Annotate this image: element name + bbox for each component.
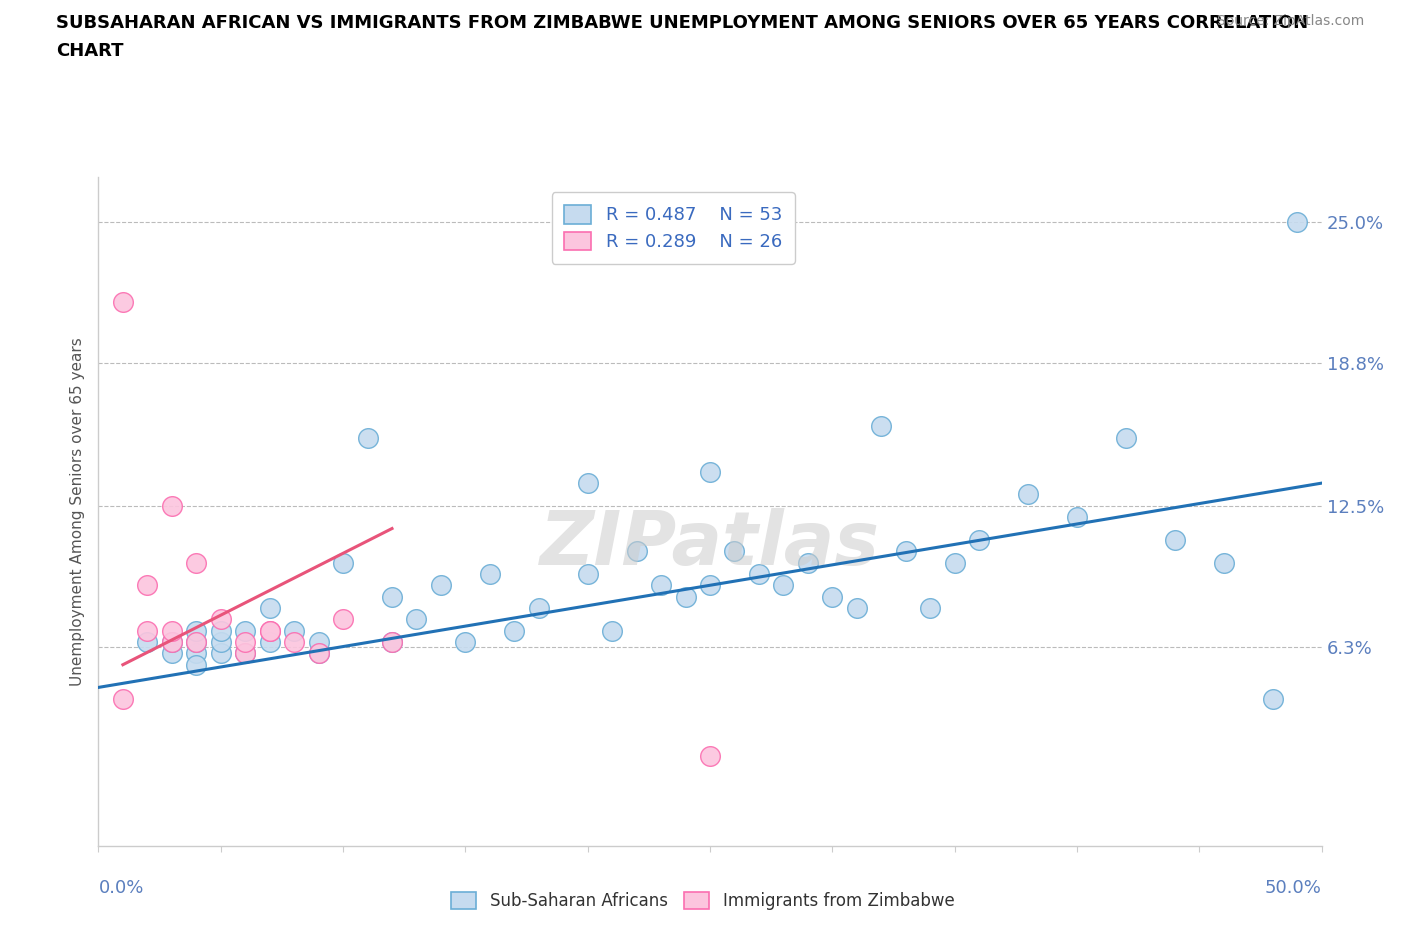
Point — [1164, 533, 1187, 548]
Point — [233, 646, 256, 661]
Point — [381, 634, 404, 649]
Point — [160, 498, 183, 513]
Legend: R = 0.487    N = 53, R = 0.289    N = 26: R = 0.487 N = 53, R = 0.289 N = 26 — [551, 193, 794, 263]
Point — [1286, 215, 1309, 230]
Point — [943, 555, 966, 570]
Point — [797, 555, 820, 570]
Text: Source: ZipAtlas.com: Source: ZipAtlas.com — [1216, 14, 1364, 28]
Point — [1066, 510, 1088, 525]
Point — [1115, 431, 1137, 445]
Point — [600, 623, 623, 638]
Point — [308, 646, 330, 661]
Point — [233, 623, 256, 638]
Point — [160, 634, 183, 649]
Point — [259, 623, 281, 638]
Point — [136, 578, 159, 592]
Point — [626, 544, 648, 559]
Point — [186, 634, 208, 649]
Point — [1017, 487, 1039, 502]
Point — [699, 748, 721, 763]
Point — [233, 646, 256, 661]
Point — [748, 566, 770, 581]
Y-axis label: Unemployment Among Seniors over 65 years: Unemployment Among Seniors over 65 years — [70, 338, 86, 686]
Point — [332, 612, 354, 627]
Point — [723, 544, 745, 559]
Point — [308, 646, 330, 661]
Point — [381, 634, 404, 649]
Point — [136, 634, 159, 649]
Point — [430, 578, 453, 592]
Point — [821, 590, 844, 604]
Point — [454, 634, 477, 649]
Point — [650, 578, 672, 592]
Point — [209, 612, 232, 627]
Point — [283, 623, 305, 638]
Point — [259, 623, 281, 638]
Point — [233, 634, 256, 649]
Text: CHART: CHART — [56, 42, 124, 60]
Point — [894, 544, 917, 559]
Point — [136, 623, 159, 638]
Point — [283, 634, 305, 649]
Point — [405, 612, 427, 627]
Point — [699, 464, 721, 479]
Point — [381, 590, 404, 604]
Point — [160, 634, 183, 649]
Point — [1212, 555, 1234, 570]
Point — [209, 646, 232, 661]
Text: 50.0%: 50.0% — [1265, 879, 1322, 897]
Point — [259, 634, 281, 649]
Point — [160, 623, 183, 638]
Point — [186, 634, 208, 649]
Point — [675, 590, 697, 604]
Point — [845, 601, 868, 616]
Point — [209, 623, 232, 638]
Point — [332, 555, 354, 570]
Point — [772, 578, 794, 592]
Text: SUBSAHARAN AFRICAN VS IMMIGRANTS FROM ZIMBABWE UNEMPLOYMENT AMONG SENIORS OVER 6: SUBSAHARAN AFRICAN VS IMMIGRANTS FROM ZI… — [56, 14, 1309, 32]
Point — [699, 578, 721, 592]
Point — [160, 646, 183, 661]
Point — [503, 623, 526, 638]
Point — [209, 634, 232, 649]
Point — [111, 294, 134, 309]
Point — [186, 555, 208, 570]
Point — [870, 418, 893, 433]
Point — [967, 533, 990, 548]
Point — [478, 566, 501, 581]
Point — [308, 634, 330, 649]
Text: 0.0%: 0.0% — [98, 879, 143, 897]
Point — [259, 601, 281, 616]
Text: ZIPatlas: ZIPatlas — [540, 509, 880, 581]
Point — [186, 623, 208, 638]
Point — [186, 646, 208, 661]
Point — [186, 658, 208, 672]
Point — [576, 475, 599, 490]
Point — [576, 566, 599, 581]
Point — [527, 601, 550, 616]
Point — [356, 431, 378, 445]
Point — [111, 691, 134, 706]
Point — [920, 601, 942, 616]
Legend: Sub-Saharan Africans, Immigrants from Zimbabwe: Sub-Saharan Africans, Immigrants from Zi… — [444, 885, 962, 917]
Point — [1261, 691, 1284, 706]
